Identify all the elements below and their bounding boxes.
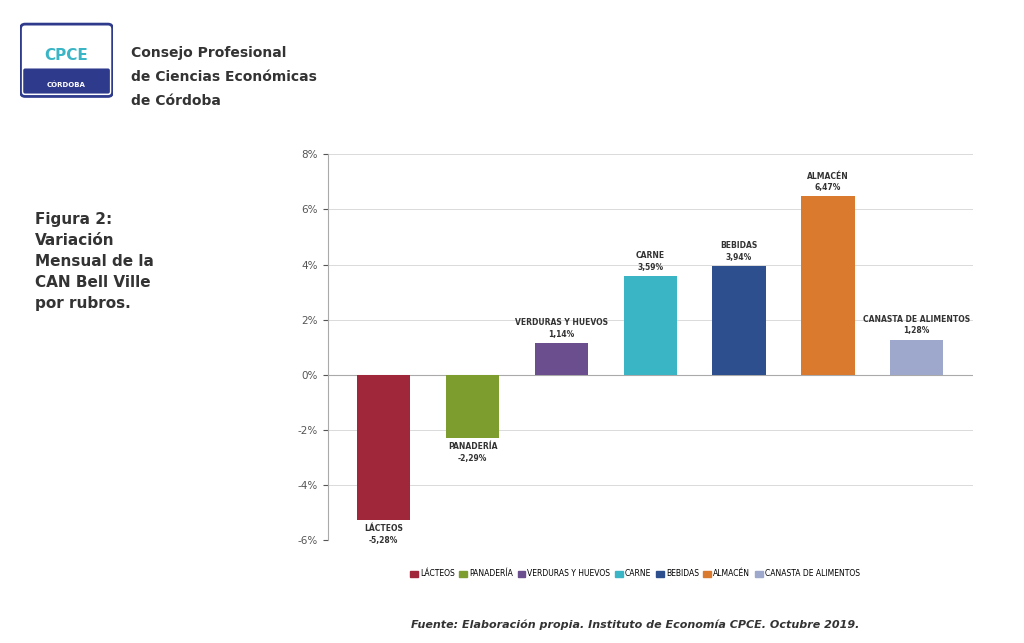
Bar	[713, 266, 766, 375]
Bar	[890, 340, 943, 375]
Text: Consejo Profesional: Consejo Profesional	[131, 46, 287, 60]
Text: ALMACÉN
6,47%: ALMACÉN 6,47%	[807, 172, 849, 192]
Text: CANASTA DE ALIMENTOS
1,28%: CANASTA DE ALIMENTOS 1,28%	[863, 314, 971, 336]
Legend: LÁCTEOS, PANADERÍA, VERDURAS Y HUEVOS, CARNE, BEBIDAS, ALMACÉN, CANASTA DE ALIME: LÁCTEOS, PANADERÍA, VERDURAS Y HUEVOS, C…	[407, 566, 863, 581]
Text: LÁCTEOS
-5,28%: LÁCTEOS -5,28%	[365, 525, 403, 545]
Bar	[802, 197, 855, 375]
Text: Fuente: Elaboración propia. Instituto de Economía CPCE. Octubre 2019.: Fuente: Elaboración propia. Instituto de…	[411, 620, 859, 630]
Text: CÓRDOBA: CÓRDOBA	[47, 82, 86, 88]
Bar	[624, 276, 677, 375]
Text: PANADERÍA
-2,29%: PANADERÍA -2,29%	[447, 442, 498, 463]
FancyBboxPatch shape	[20, 24, 113, 96]
Bar	[535, 343, 588, 375]
Text: CPCE: CPCE	[45, 48, 88, 64]
Text: CARNE
3,59%: CARNE 3,59%	[636, 251, 665, 272]
Text: de Ciencias Económicas: de Ciencias Económicas	[131, 70, 317, 84]
Text: Figura 2:
Variación
Mensual de la
CAN Bell Ville
por rubros.: Figura 2: Variación Mensual de la CAN Be…	[35, 212, 154, 311]
Bar	[357, 375, 411, 520]
Text: de Córdoba: de Córdoba	[131, 95, 221, 108]
FancyBboxPatch shape	[24, 69, 110, 94]
Text: BEBIDAS
3,94%: BEBIDAS 3,94%	[721, 241, 758, 262]
Bar	[445, 375, 499, 438]
Text: VERDURAS Y HUEVOS
1,14%: VERDURAS Y HUEVOS 1,14%	[515, 318, 608, 340]
